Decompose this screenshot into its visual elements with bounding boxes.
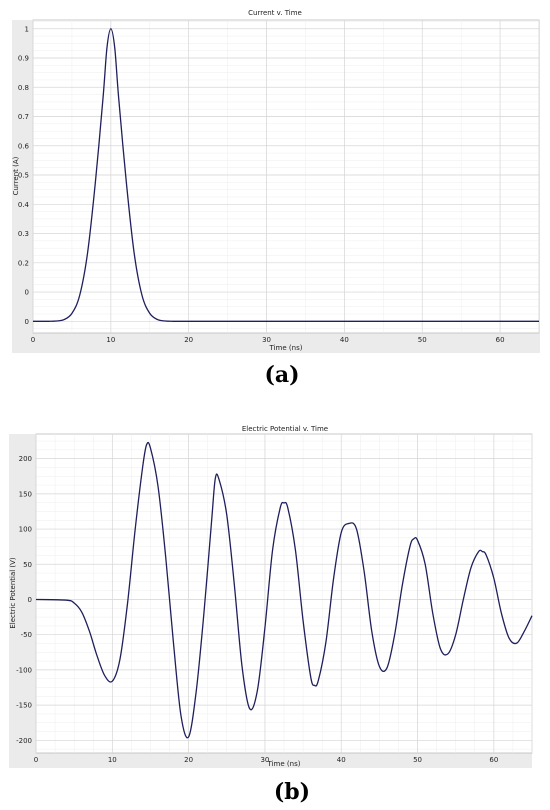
chart-b-x-ticks: 0 10 20 30 40 50 60	[34, 756, 499, 764]
chart-a-y-tick-label: 0.5	[18, 172, 29, 180]
chart-b-x-tick-label: 50	[413, 756, 422, 764]
chart-b-grid	[35, 434, 533, 753]
chart-b-y-tick-label: -150	[16, 702, 32, 710]
chart-a-y-tick-label: 0.3	[18, 230, 29, 238]
chart-b: Electric Potential v. Time 0 10 20 30 40 50 60…	[9, 425, 533, 805]
chart-b-x-tick-label: 0	[34, 756, 38, 764]
chart-a-x-ticks: 0 10 20 30 40 50 60	[31, 336, 505, 344]
chart-a-grid	[32, 20, 540, 333]
chart-b-y-tick-label: 150	[19, 490, 32, 498]
chart-b-y-tick-label: 100	[19, 526, 32, 534]
chart-a-y-tick-label: 0.8	[18, 84, 29, 92]
chart-a-x-tick-label: 0	[31, 336, 35, 344]
chart-a: Current v. Time 0 10 20 30 40 50 60 0 0 0.2 0.3 0.…	[12, 9, 540, 388]
chart-b-caption: (b)	[274, 779, 310, 805]
chart-a-x-tick-label: 60	[496, 336, 505, 344]
chart-a-x-tick-label: 50	[418, 336, 427, 344]
chart-b-y-axis-label: Electric Potential (V)	[9, 557, 17, 629]
chart-a-y-tick-label: 0.2	[18, 259, 29, 267]
chart-b-y-tick-label: 50	[23, 561, 32, 569]
chart-b-y-ticks: -200 -150 -100 -50 0 50 100 150 200	[16, 455, 32, 745]
chart-b-x-axis-label: Time (ns)	[267, 760, 301, 768]
chart-a-y-tick-label: 0	[25, 289, 29, 297]
chart-a-x-tick-label: 20	[184, 336, 193, 344]
chart-b-y-tick-label: -200	[16, 737, 32, 745]
chart-a-plot-area	[32, 19, 540, 334]
chart-a-y-ticks: 0 0 0.2 0.3 0.4 0.5 0.6 0.7 0.8 0.9 1	[18, 25, 30, 326]
chart-b-x-tick-label: 20	[184, 756, 193, 764]
chart-b-series-line	[35, 441, 533, 739]
chart-a-y-tick-label: 1	[25, 25, 29, 33]
chart-a-y-tick-label: 0.6	[18, 142, 30, 150]
chart-b-y-tick-label: 0	[28, 596, 32, 604]
chart-b-y-tick-label: 200	[19, 455, 32, 463]
chart-b-y-tick-label: -100	[16, 666, 32, 674]
chart-b-y-tick-label: -50	[21, 631, 32, 639]
chart-a-series-line	[32, 28, 539, 322]
chart-a-y-axis-label: Current (A)	[12, 156, 20, 195]
chart-a-x-axis-label: Time (ns)	[269, 344, 303, 352]
chart-a-x-tick-label: 10	[106, 336, 115, 344]
chart-b-title: Electric Potential v. Time	[242, 425, 328, 433]
chart-a-y-tick-label: 0.7	[18, 113, 29, 121]
chart-b-x-tick-label: 40	[337, 756, 346, 764]
chart-b-x-tick-label: 30	[260, 756, 269, 764]
chart-a-y-tick-label: 0.4	[18, 201, 30, 209]
chart-a-x-tick-label: 30	[262, 336, 271, 344]
chart-b-x-tick-label: 60	[489, 756, 498, 764]
chart-a-y-tick-label: 0	[25, 318, 29, 326]
chart-a-caption: (a)	[264, 362, 299, 388]
chart-a-y-tick-label: 0.9	[18, 55, 29, 63]
chart-b-x-tick-label: 10	[108, 756, 117, 764]
chart-a-title: Current v. Time	[248, 9, 302, 17]
chart-a-x-tick-label: 40	[340, 336, 349, 344]
